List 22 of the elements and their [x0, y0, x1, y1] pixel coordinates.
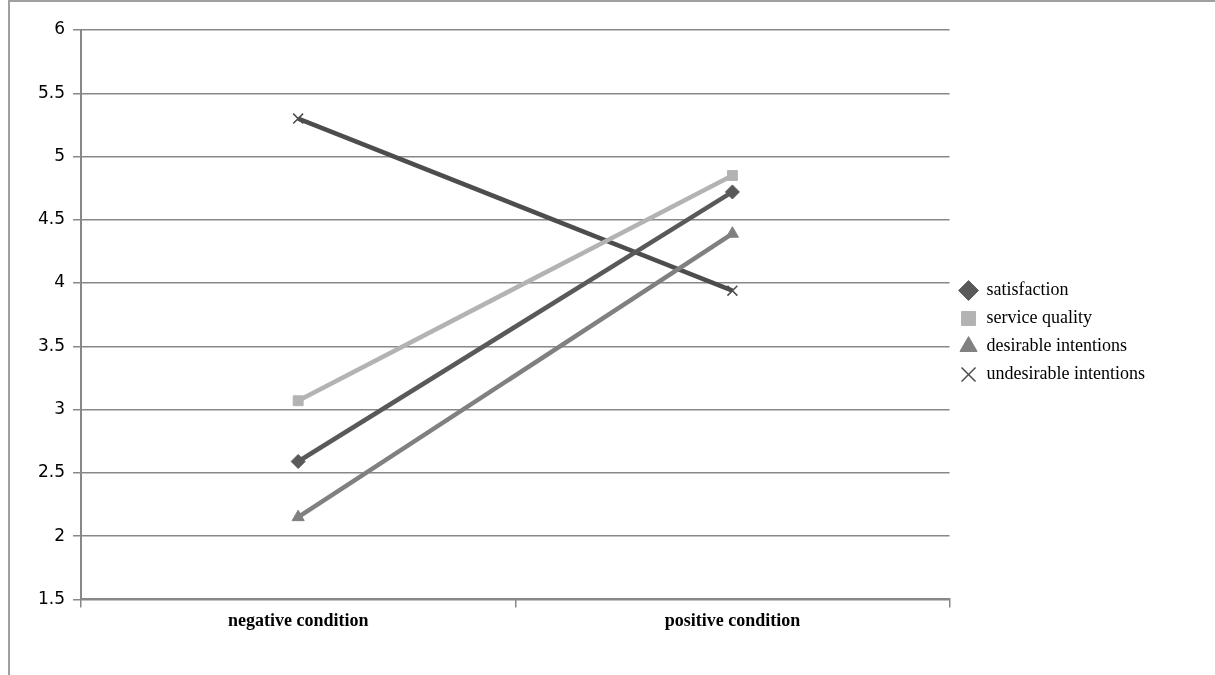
y-tick-label: 2	[54, 524, 66, 545]
y-tick-label: 1.5	[37, 587, 66, 608]
point	[292, 112, 304, 125]
y-tick-label: 5	[54, 144, 66, 165]
y-tick-label: 3	[54, 398, 66, 419]
legend-label: undesirable intentions	[986, 363, 1145, 384]
y-tick-label: 6	[54, 18, 66, 39]
y-tick-label: 5.5	[37, 81, 66, 102]
y-tick-label: 4.5	[37, 208, 66, 229]
legend-label: desirable intentions	[986, 335, 1127, 356]
legend-label: service quality	[986, 307, 1092, 328]
point	[726, 170, 738, 181]
y-tick-label: 4	[54, 271, 66, 292]
x-tick-label: negative condition	[227, 609, 369, 630]
x-tick-label: positive condition	[664, 609, 801, 630]
point	[726, 284, 739, 297]
point	[724, 184, 740, 200]
legend-label: satisfaction	[986, 279, 1069, 300]
y-tick-label: 2.5	[37, 461, 66, 482]
point	[290, 453, 306, 469]
point	[292, 395, 304, 407]
y-tick-label: 3.5	[37, 334, 66, 355]
